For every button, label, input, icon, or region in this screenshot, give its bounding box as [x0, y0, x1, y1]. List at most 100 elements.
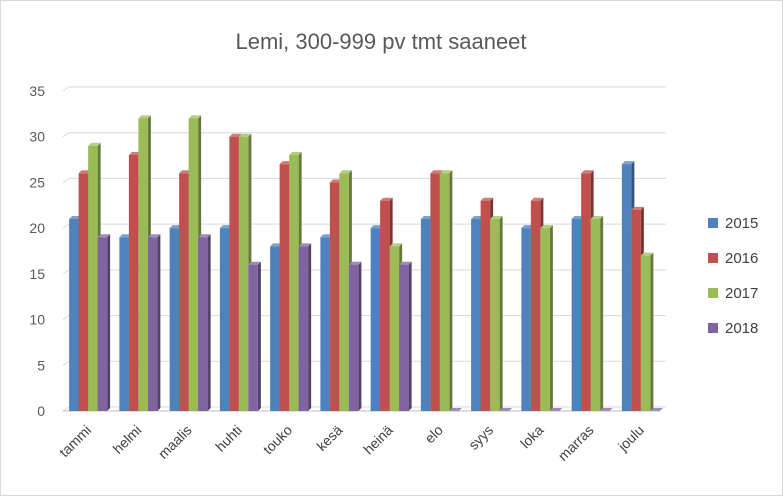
bar-front — [270, 246, 280, 411]
bar-top — [69, 216, 82, 219]
bar-front — [471, 219, 481, 411]
bar-front — [69, 219, 79, 411]
bar-top — [88, 142, 101, 146]
bar-front — [97, 237, 108, 411]
legend-swatch — [708, 323, 718, 333]
bar-front — [370, 228, 381, 411]
bar-side — [257, 261, 261, 411]
gridline-depth — [62, 269, 70, 275]
bar-front — [339, 173, 349, 411]
bar-top — [380, 197, 393, 201]
bar-front — [521, 228, 531, 411]
y-axis-tick-labels: 0 5 10 15 20 25 30 35 — [29, 83, 45, 419]
bar-front — [169, 228, 180, 411]
bar-top — [298, 243, 312, 247]
gridline-depth — [62, 360, 70, 366]
y-tick-label: 20 — [29, 220, 45, 236]
bar-front — [320, 237, 330, 411]
bar-2018-tammi — [97, 234, 111, 411]
bar-top — [138, 115, 151, 119]
legend-item-2018: 2018 — [708, 320, 758, 337]
bar-top — [238, 133, 252, 137]
bar-2018-maalis — [198, 234, 211, 411]
bar-top — [279, 161, 293, 165]
bar-front — [420, 219, 431, 411]
bar-side — [157, 234, 161, 411]
bar-top — [631, 206, 644, 210]
bar-front — [279, 164, 290, 411]
bar-front — [219, 228, 230, 411]
bar-2018-joulu — [650, 408, 663, 411]
bar-front — [348, 264, 359, 411]
gridline-depth — [62, 178, 70, 183]
bar-top — [248, 261, 261, 265]
bar-front — [198, 237, 208, 411]
legend: 2015 2016 2017 2018 — [708, 215, 758, 337]
x-category-label: helmi — [110, 422, 145, 457]
legend-item-2017: 2017 — [708, 285, 758, 302]
x-category-label: touko — [260, 422, 296, 458]
bar-2018-kesä — [348, 261, 362, 411]
bar-top — [650, 408, 663, 411]
bar-2018-heinä — [399, 261, 412, 411]
y-tick-label: 15 — [29, 266, 45, 282]
bar-front — [439, 173, 450, 411]
legend-item-2015: 2015 — [708, 215, 758, 232]
legend-label: 2015 — [725, 215, 758, 232]
bar-2018-touko — [298, 243, 312, 411]
bar-front — [179, 173, 189, 411]
bar-top — [270, 243, 283, 247]
bar-top — [571, 216, 585, 219]
legend-label: 2018 — [725, 320, 758, 337]
x-category-label: huhti — [212, 422, 245, 455]
bar-top — [339, 170, 352, 174]
bar-top — [169, 225, 183, 229]
legend-item-2016: 2016 — [708, 250, 758, 267]
bar-top — [540, 225, 553, 229]
bar-side — [308, 243, 312, 411]
x-category-label: loka — [517, 422, 547, 452]
bar-front — [621, 164, 632, 411]
gridline-depth — [62, 86, 70, 92]
bar-front — [298, 246, 309, 411]
bar-top — [128, 152, 142, 155]
bar-top — [219, 225, 233, 229]
bar-top — [320, 234, 333, 238]
x-category-label: syys — [465, 422, 496, 453]
y-tick-label: 35 — [29, 83, 45, 99]
bar-top — [600, 408, 613, 411]
bar-top — [590, 216, 604, 219]
bar-top — [581, 170, 594, 174]
x-category-label: marras — [555, 422, 597, 464]
x-category-label: maalis — [155, 422, 195, 462]
bar-top — [198, 234, 211, 238]
bar-front — [78, 173, 89, 411]
legend-swatch — [708, 288, 718, 298]
bar-2018-helmi — [147, 234, 161, 411]
bar-front — [480, 200, 491, 411]
bar-side — [408, 261, 412, 411]
bar-front — [238, 136, 249, 411]
bar-side — [499, 216, 503, 411]
y-tick-label: 10 — [29, 312, 45, 328]
bar-front — [590, 219, 601, 411]
bar-top — [399, 261, 412, 265]
legend-label: 2017 — [725, 285, 758, 302]
bars — [69, 115, 663, 411]
chart-title: Lemi, 300-999 pv tmt saaneet — [235, 29, 526, 54]
bar-top — [179, 170, 192, 174]
bar-front — [229, 136, 239, 411]
bar-front — [399, 264, 409, 411]
bar-top — [78, 170, 92, 174]
bar-front — [540, 228, 550, 411]
bar-top — [499, 408, 513, 411]
bar-top — [289, 152, 302, 155]
x-category-label: elo — [421, 422, 446, 447]
bar-2017-marras — [590, 216, 604, 411]
bar-side — [207, 234, 211, 411]
bar-top — [229, 133, 242, 137]
bar-top — [490, 216, 503, 219]
bar-2018-syys — [499, 408, 513, 411]
